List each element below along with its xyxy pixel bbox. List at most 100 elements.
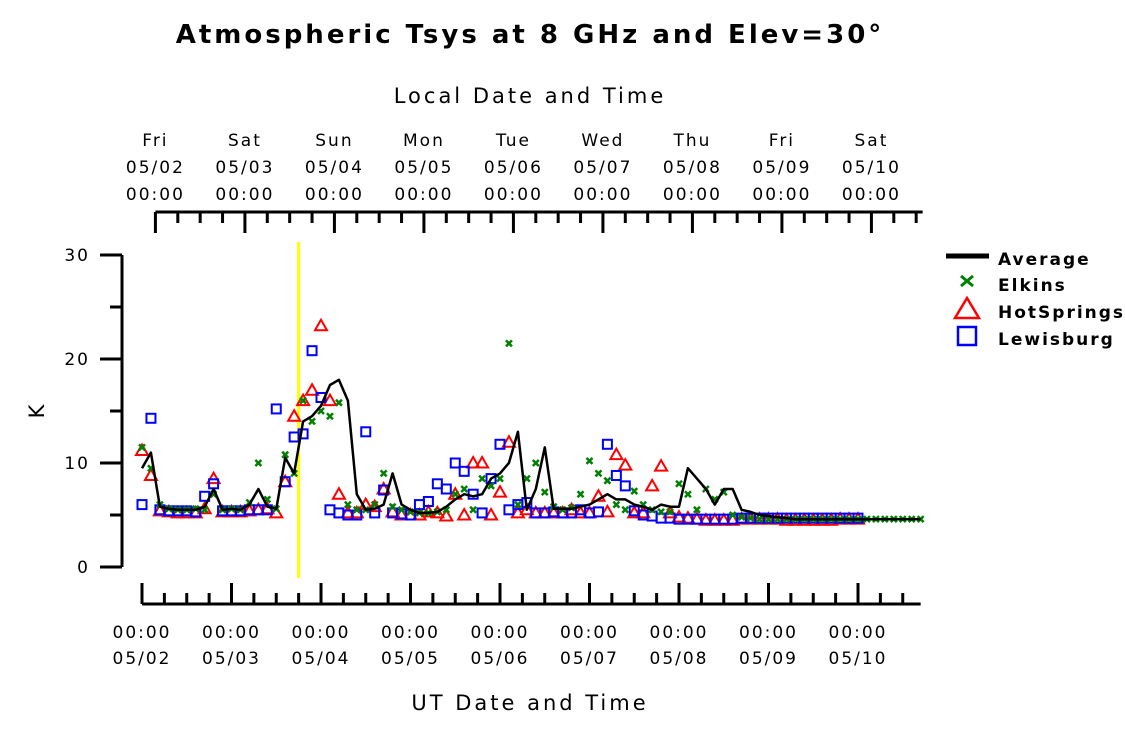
point-elkins (514, 500, 522, 509)
point-hotsprings (375, 480, 392, 495)
point-hotsprings (662, 504, 678, 519)
x-stroke (594, 469, 603, 478)
point-elkins (397, 505, 406, 514)
point-elkins (451, 490, 460, 499)
point-hotsprings (340, 504, 356, 519)
bottom-tick-time: 00:00 (381, 623, 440, 643)
point-elkins (684, 490, 692, 499)
point-elkins (379, 469, 388, 478)
bottom-tick-time: 00:00 (829, 623, 888, 643)
point-lewisburg (503, 504, 515, 516)
point-lewisburg (476, 507, 488, 519)
point-lewisburg (485, 473, 497, 485)
top-tick-time: 00:00 (394, 185, 453, 205)
point-hotsprings (322, 392, 338, 407)
point-hotsprings (635, 504, 651, 519)
x-stroke (585, 457, 594, 465)
x-stroke (442, 505, 451, 514)
bottom-tick-date: 05/07 (560, 649, 619, 669)
x-stroke (612, 500, 621, 509)
top-tick-day: Wed (581, 131, 624, 151)
point-elkins (657, 507, 665, 516)
x-stroke (737, 513, 746, 521)
x-stroke (138, 443, 146, 452)
x-stroke (397, 505, 406, 514)
x-stroke (666, 507, 674, 516)
point-elkins (755, 515, 764, 524)
legend-item-elkins: Elkins (960, 274, 1067, 296)
bottom-tick-date: 05/08 (650, 649, 709, 669)
x-stroke (451, 490, 460, 499)
point-hotsprings (286, 408, 302, 422)
point-elkins (388, 502, 397, 511)
x-stroke (728, 511, 737, 519)
point-elkins (531, 459, 540, 467)
x-stroke (478, 474, 486, 483)
top-axis-title: Local Date and Time (394, 84, 667, 108)
top-tick-date: 05/03 (215, 158, 274, 178)
point-hotsprings (608, 446, 625, 461)
top-tick-day: Sat (228, 131, 262, 151)
point-hotsprings (483, 506, 499, 521)
x-stroke (326, 412, 334, 421)
average-line (140, 378, 921, 521)
point-hotsprings (599, 503, 616, 518)
point-hotsprings (474, 454, 490, 469)
point-lewisburg (136, 499, 148, 511)
point-hotsprings (626, 504, 642, 519)
x-stroke (755, 515, 764, 524)
point-hotsprings (393, 506, 410, 521)
y-tick-label: 10 (64, 454, 90, 474)
bottom-tick-time: 00:00 (202, 623, 261, 643)
bottom-tick-date: 05/09 (739, 649, 798, 669)
y-tick-label: 20 (64, 350, 90, 370)
x-stroke (531, 459, 540, 467)
top-tick-date: 05/09 (752, 158, 811, 178)
bottom-tick-time: 00:00 (471, 623, 530, 643)
point-lewisburg (458, 465, 470, 477)
x-stroke (335, 398, 343, 407)
x-stroke (281, 450, 290, 459)
legend-label: HotSprings (998, 303, 1125, 323)
point-elkins (737, 513, 746, 521)
bottom-tick-date: 05/02 (113, 649, 172, 669)
point-lewisburg (306, 345, 318, 357)
point-lewisburg (422, 495, 434, 507)
point-hotsprings (295, 392, 311, 407)
legend: Average Elkins HotSprings Lewisburg (946, 250, 1125, 350)
series-elkins (138, 339, 925, 524)
top-tick-date: 05/08 (663, 158, 722, 178)
point-hotsprings (241, 502, 258, 517)
point-elkins (540, 488, 549, 497)
x-stroke (370, 500, 379, 509)
x-stroke (693, 505, 701, 514)
top-tick-time: 00:00 (215, 185, 274, 205)
x-stroke (200, 505, 209, 514)
x-stroke (317, 407, 325, 415)
point-elkins (505, 339, 513, 348)
legend-label: Elkins (998, 276, 1067, 296)
bottom-tick-date: 05/04 (292, 649, 351, 669)
point-elkins (460, 485, 469, 493)
x-stroke (603, 476, 612, 485)
top-tick-day: Mon (403, 131, 445, 151)
top-tick-day: Fri (142, 131, 168, 151)
x-stroke (379, 469, 388, 478)
point-elkins (630, 487, 639, 495)
point-hotsprings (510, 504, 526, 519)
x-stroke (684, 490, 692, 499)
top-tick-date: 05/07 (573, 158, 632, 178)
point-elkins (916, 515, 925, 524)
point-hotsprings (716, 512, 732, 526)
x-stroke (460, 485, 469, 493)
legend-swatch (956, 325, 978, 347)
point-hotsprings (572, 504, 589, 519)
x-stroke (522, 474, 531, 483)
point-hotsprings (152, 502, 168, 517)
top-tick-date: 05/02 (126, 158, 185, 178)
top-tick-time: 00:00 (842, 185, 901, 205)
x-stroke (675, 479, 683, 488)
bottom-tick-time: 00:00 (739, 623, 798, 643)
point-hotsprings (492, 484, 508, 498)
point-hotsprings (751, 511, 768, 525)
